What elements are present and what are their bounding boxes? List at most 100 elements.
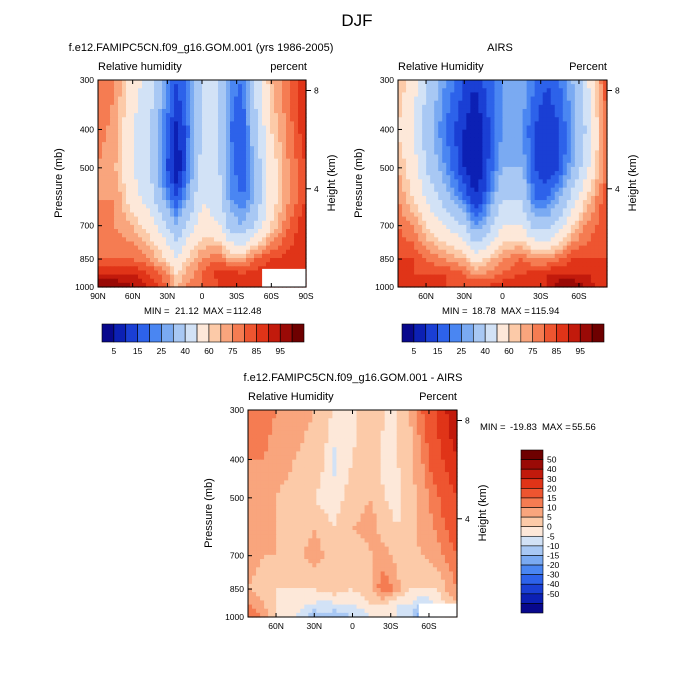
field-cell [230,233,235,238]
field-cell [294,245,299,251]
field-cell [134,282,139,288]
field-cell [514,158,520,164]
field-cell [534,162,540,168]
field-cell [490,216,496,222]
field-cell [586,154,592,160]
field-cell [414,233,419,238]
field-cell [586,249,592,255]
field-cell [538,113,544,118]
field-cell [98,166,103,172]
field-cell [198,100,203,106]
field-cell [254,84,259,89]
field-cell [126,154,131,160]
field-cell [198,253,203,259]
field-cell [278,154,283,160]
field-cell [566,195,572,201]
field-cell [254,208,259,214]
field-cell [138,100,143,106]
field-cell [498,113,504,118]
field-cell [302,171,307,176]
field-cell [234,113,239,118]
field-cell [102,208,107,214]
field-cell [198,187,203,193]
colorbar-box [125,323,138,343]
field-cell [254,183,259,189]
field-cell [178,179,183,185]
field-cell [214,258,219,263]
field-cell [582,80,588,85]
y2-tick-label: 4 [314,184,319,194]
field-cell [558,150,564,156]
field-cell [598,104,604,110]
field-cell [490,92,496,98]
field-cell [518,129,524,135]
field-cell [186,88,191,94]
field-cell [474,191,479,197]
field-cell [522,212,528,218]
field-cell [582,104,588,110]
field-cell [286,212,291,218]
field-cell [250,133,255,139]
field-cell [130,113,135,118]
field-cell [98,113,103,118]
field-cell [190,117,195,122]
field-cell [402,258,407,263]
field-cell [410,204,415,209]
field-cell [198,121,203,127]
field-cell [442,262,447,267]
field-cell [170,125,175,131]
field-cell [594,125,600,131]
field-cell [238,117,243,122]
field-cell [426,216,431,222]
field-cell [174,253,179,259]
field-cell [106,195,111,201]
field-cell [530,200,536,205]
field-cell [542,100,548,106]
field-cell [474,92,479,98]
field-cell [134,237,139,243]
field-cell [554,253,560,259]
field-cell [430,158,435,164]
field-cell [462,150,467,156]
field-cell [230,220,235,226]
field-cell [218,129,223,135]
field-cell [526,162,532,168]
field-cell [194,212,199,218]
field-cell [562,229,568,234]
field-cell [478,129,483,135]
field-cell [174,100,179,106]
field-cell [446,133,451,139]
field-cell [506,92,512,98]
field-cell [442,129,447,135]
field-cell [186,278,191,284]
field-cell [250,262,255,267]
field-cell [434,108,439,114]
field-cell [562,96,568,102]
field-cell [238,220,243,226]
field-cell [230,100,235,106]
field-cell [594,146,600,151]
field-cell [166,237,171,243]
field-cell [106,216,111,222]
field-cell [506,121,512,127]
field-cell [482,84,488,89]
field-cell [590,187,596,193]
field-cell [298,121,303,127]
field-cell [414,253,419,259]
field-cell [110,204,115,209]
field-cell [182,253,187,259]
field-cell [118,258,123,263]
field-cell [302,187,307,193]
field-cell [194,253,199,259]
field-cell [118,204,123,209]
field-cell [246,171,251,176]
field-cell [494,142,500,147]
field-cell [154,216,159,222]
field-cell [450,179,455,185]
field-cell [446,108,451,114]
field-cell [466,183,471,189]
field-cell [578,204,584,209]
field-cell [182,80,187,85]
field-cell [150,183,155,189]
field-cell [522,195,528,201]
